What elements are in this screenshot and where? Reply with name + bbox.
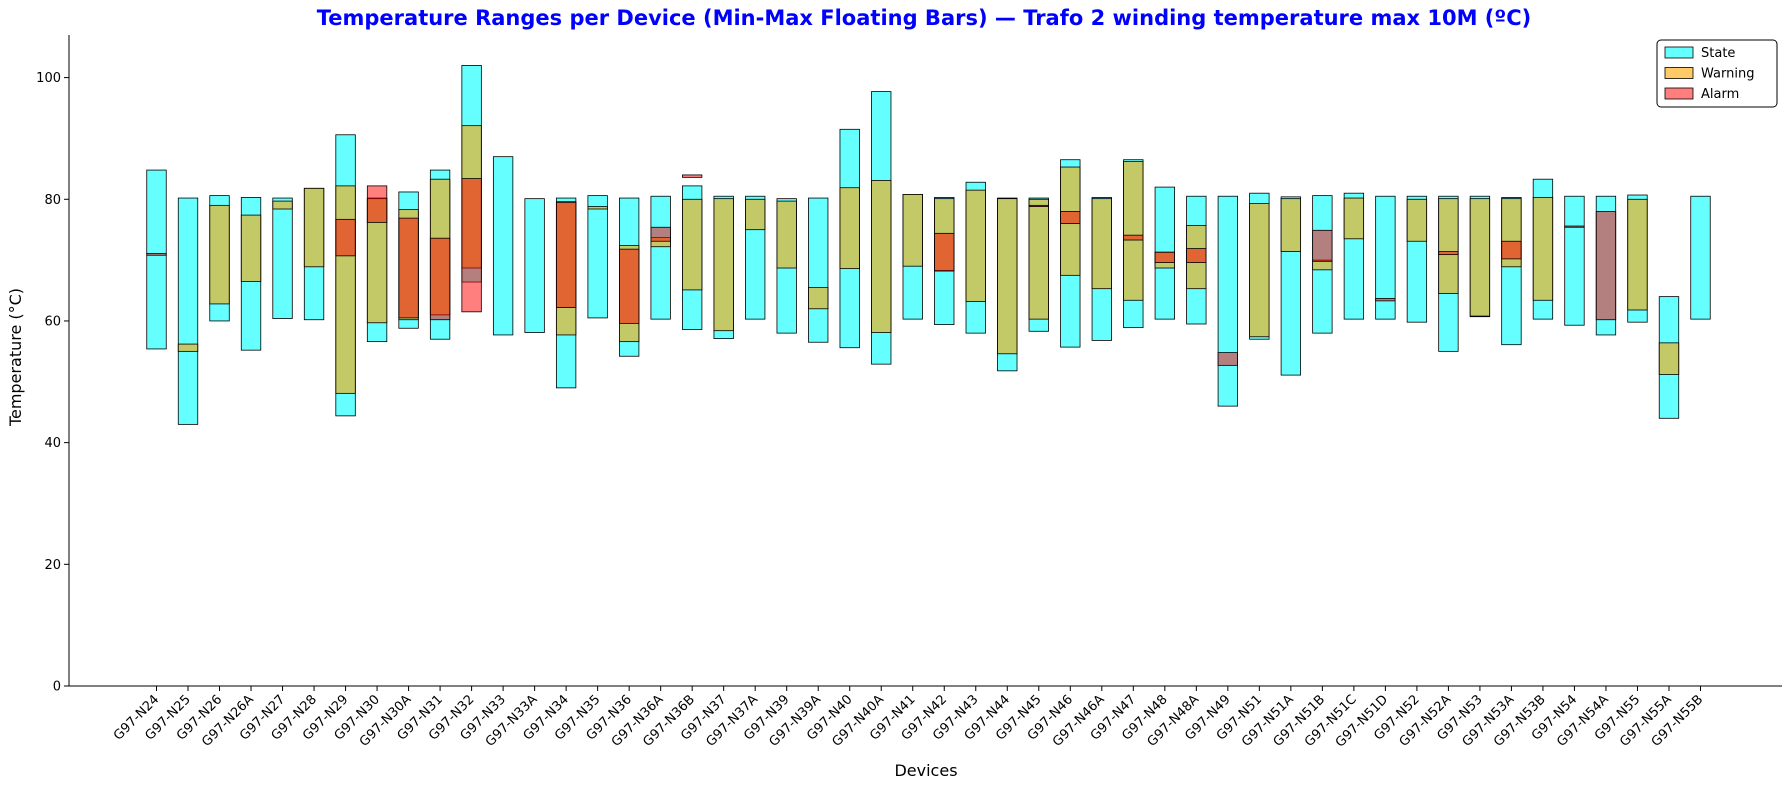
bar-warning-g97-n53b: [1532, 197, 1554, 301]
bar-warning-g97-n53: [1469, 198, 1491, 317]
chart-title: Temperature Ranges per Device (Min-Max F…: [317, 6, 1532, 30]
bar-alarm-g97-n34: [555, 201, 577, 308]
y-tick-label: 100: [36, 71, 61, 86]
bar-warning-g97-n43: [965, 189, 986, 302]
legend-swatch-alarm: [1664, 87, 1694, 100]
bar-alarm-g97-n52a: [1438, 251, 1459, 256]
legend-label-state: State: [1701, 46, 1735, 61]
bar-warning-g97-n37a: [745, 198, 766, 231]
y-tick-label: 80: [44, 193, 61, 208]
y-tick-label: 40: [44, 436, 61, 451]
bar-warning-g97-n46a: [1091, 198, 1112, 290]
bar-alarm-g97-n45: [1028, 204, 1049, 207]
legend-label-alarm: Alarm: [1701, 87, 1739, 102]
bar-warning-g97-n39a: [808, 287, 829, 310]
bar-warning-g97-n51: [1249, 203, 1270, 338]
bar-warning-g97-n44: [997, 198, 1018, 355]
bar-alarm-g97-n32: [461, 178, 482, 313]
y-tick-label: 0: [53, 680, 61, 695]
bar-warning-g97-n27: [272, 200, 293, 210]
bar-warning-g97-n52: [1406, 198, 1428, 242]
bar-warning-g97-n39: [776, 200, 797, 269]
x-axis-title: Devices: [894, 761, 957, 780]
bar-alarm-g97-n53a: [1501, 240, 1522, 260]
bar-warning-g97-n40: [839, 187, 860, 270]
legend-swatch-warning: [1664, 67, 1694, 79]
bar-alarm-g97-n51b: [1312, 229, 1333, 262]
bar-warning-g97-n35: [587, 206, 608, 210]
bar-state-g97-n24: [146, 169, 167, 350]
bar-state-g97-n49: [1217, 195, 1238, 407]
bar-alarm-g97-n48: [1154, 251, 1175, 263]
legend: State Warning Alarm: [1656, 39, 1778, 108]
bar-state-g97-n55b: [1690, 195, 1711, 320]
bar-warning-g97-n26: [209, 204, 230, 305]
y-axis-title: Temperature (°C): [6, 288, 25, 427]
bar-alarm-g97-n24: [146, 253, 167, 256]
bar-state-g97-n33: [492, 156, 514, 336]
bar-state-g97-n33a: [524, 198, 545, 333]
y-tick-label: 60: [44, 314, 61, 329]
bar-warning-g97-n51c: [1343, 197, 1365, 240]
axes: 020406080100G97-N24G97-N25G97-N26G97-N26…: [36, 35, 1782, 751]
legend-swatch-state: [1664, 46, 1694, 59]
bar-warning-g97-n37: [713, 198, 734, 332]
bar-warning-g97-n51a: [1280, 198, 1302, 252]
bar-alarm-g97-n30: [366, 185, 388, 223]
bar-warning-g97-n45: [1028, 198, 1049, 320]
bar-alarm-g97-n54a: [1595, 211, 1617, 321]
bar-warning-g97-n47: [1123, 161, 1144, 301]
bar-alarm-g97-n51d: [1375, 298, 1396, 302]
bar-alarm-g97-n29: [335, 218, 356, 257]
bar-alarm-g97-n36: [619, 248, 640, 324]
bar-state-g97-n25: [177, 197, 199, 425]
bar-alarm-g97-n48a: [1186, 248, 1207, 263]
bar-alarm-g97-n46: [1060, 211, 1081, 225]
bar-alarm-g97-n36a: [650, 226, 671, 242]
series-alarm: [146, 174, 1617, 366]
bar-alarm-g97-n49: [1217, 352, 1238, 366]
bar-alarm-g97-n54: [1564, 225, 1585, 228]
bar-state-g97-n39a: [808, 197, 829, 343]
legend-label-warning: Warning: [1701, 67, 1754, 82]
bar-warning-g97-n29: [335, 185, 356, 394]
bar-state-g97-n54: [1564, 195, 1585, 326]
bar-alarm-g97-n42: [934, 232, 955, 272]
bar-warning-g97-n28: [303, 187, 325, 268]
bar-warning-g97-n55: [1627, 198, 1648, 311]
bar-warning-g97-n52a: [1438, 198, 1459, 294]
bar-warning-g97-n25: [177, 343, 199, 352]
bar-warning-g97-n55a: [1658, 342, 1680, 375]
bar-state-g97-n36a: [650, 195, 671, 320]
bar-alarm-g97-n30a: [398, 217, 419, 319]
bar-alarm-g97-n47: [1123, 234, 1144, 241]
bar-warning-g97-n36b: [682, 198, 703, 291]
bar-warning-g97-n26a: [240, 214, 262, 282]
bar-state-g97-n35: [587, 195, 608, 319]
bar-alarm-g97-n36b: [682, 174, 703, 178]
bar-warning-g97-n41: [902, 193, 923, 267]
bar-alarm-g97-n31: [429, 237, 451, 321]
bar-state-g97-n51d: [1375, 195, 1396, 320]
bar-state-g97-n27: [272, 197, 293, 319]
plot-area: [146, 65, 1711, 425]
bar-warning-g97-n40a: [871, 180, 892, 333]
y-tick-label: 20: [44, 558, 61, 573]
